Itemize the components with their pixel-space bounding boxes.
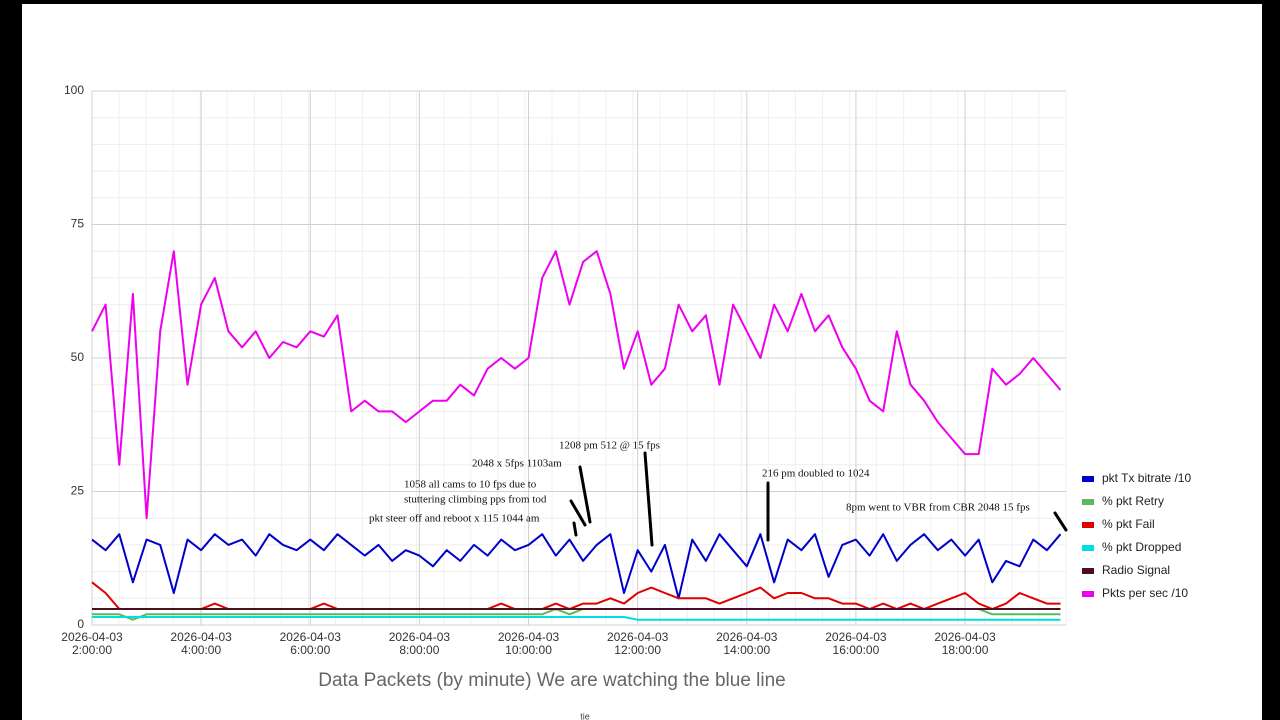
legend-swatch — [1082, 568, 1094, 574]
chart-title: Data Packets (by minute) We are watching… — [318, 670, 786, 691]
x-tick-label: 2026-04-03 16:00:00 — [825, 630, 887, 657]
legend-swatch — [1082, 522, 1094, 528]
annotation: pkt steer off and reboot x 115 1044 am — [369, 513, 540, 525]
legend-swatch — [1082, 499, 1094, 505]
top-border — [0, 0, 1280, 4]
lines — [91, 250, 1062, 621]
grid — [91, 90, 1067, 626]
legend-label: Pkts per sec /10 — [1102, 586, 1188, 600]
labels: 0 25 50 75 100 2026-04-03 2:00:00 2026-04-03 4:0… — [61, 83, 1191, 657]
pointer — [578, 465, 592, 524]
annotation: 2048 x 5fps 1103am — [472, 458, 562, 470]
footer: tie — [580, 711, 590, 720]
x-tick-label: 2026-04-03 8:00:00 — [389, 630, 451, 657]
series-line — [91, 250, 1062, 520]
pointer — [643, 451, 654, 547]
pointer — [569, 499, 587, 527]
x-tick-label: 2026-04-03 4:00:00 — [170, 630, 232, 657]
legend-label: % pkt Retry — [1102, 494, 1164, 508]
y-tick-label: 50 — [71, 350, 85, 364]
annotation: stuttering climbing pps from tod — [404, 494, 547, 506]
legend-swatch — [1082, 476, 1094, 482]
x-tick-label: 2026-04-03 12:00:00 — [607, 630, 669, 657]
y-tick-label: 25 — [71, 484, 85, 498]
y-tick-label: 100 — [64, 83, 84, 97]
series-line — [92, 616, 1061, 621]
legend-label: % pkt Fail — [1102, 517, 1155, 531]
annotation: 1058 all cams to 10 fps due to — [404, 479, 537, 491]
left-border — [0, 0, 22, 720]
annotation-pointers — [569, 451, 1068, 547]
legend-swatch — [1082, 591, 1094, 597]
legend-label: pkt Tx bitrate /10 — [1102, 471, 1191, 485]
annotation: 8pm went to VBR from CBR 2048 15 fps — [846, 502, 1030, 514]
x-tick-label: 2026-04-03 6:00:00 — [280, 630, 342, 657]
pointer — [572, 521, 578, 537]
legend-label: Radio Signal — [1102, 563, 1170, 577]
x-tick-label: 2026-04-03 14:00:00 — [716, 630, 778, 657]
x-tick-label: 2026-04-03 2:00:00 — [61, 630, 123, 657]
annotation: 216 pm doubled to 1024 — [762, 468, 870, 480]
annotation: 1208 pm 512 @ 15 fps — [559, 440, 660, 452]
y-tick-label: 75 — [71, 217, 85, 231]
y-tick-label: 0 — [77, 617, 84, 631]
legend-swatch — [1082, 545, 1094, 551]
x-tick-label: 2026-04-03 18:00:00 — [934, 630, 996, 657]
x-tick-label: 2026-04-03 10:00:00 — [498, 630, 560, 657]
pointer — [1053, 511, 1068, 532]
right-border — [1262, 0, 1280, 720]
legend-label: % pkt Dropped — [1102, 540, 1181, 554]
series-line — [91, 533, 1062, 600]
